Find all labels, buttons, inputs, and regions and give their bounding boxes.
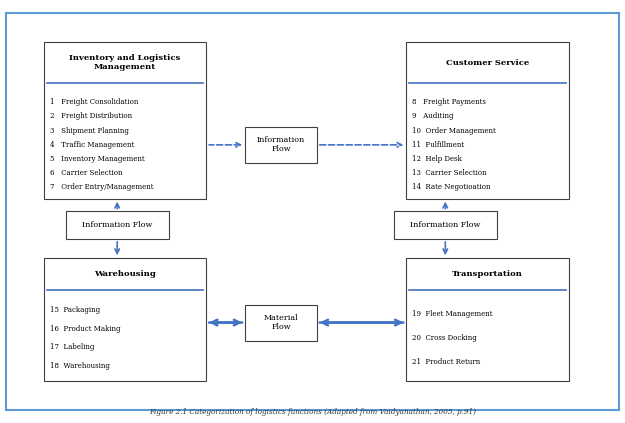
Text: 3   Shipment Planning: 3 Shipment Planning xyxy=(50,126,129,135)
Text: Warehousing: Warehousing xyxy=(94,270,156,278)
Text: 16  Product Making: 16 Product Making xyxy=(50,325,121,333)
Text: Inventory and Logistics
Management: Inventory and Logistics Management xyxy=(69,54,181,71)
Text: 18  Warehousing: 18 Warehousing xyxy=(50,362,110,370)
Text: 6   Carrier Selection: 6 Carrier Selection xyxy=(50,169,122,177)
FancyBboxPatch shape xyxy=(245,305,317,341)
Text: Information
Flow: Information Flow xyxy=(257,136,305,154)
Text: 1   Freight Consolidation: 1 Freight Consolidation xyxy=(50,98,138,106)
Text: Material
Flow: Material Flow xyxy=(264,314,298,331)
Text: 20  Cross Docking: 20 Cross Docking xyxy=(412,334,478,342)
Text: 19  Fleet Management: 19 Fleet Management xyxy=(412,310,493,318)
FancyBboxPatch shape xyxy=(394,212,497,239)
Text: 17  Labeling: 17 Labeling xyxy=(50,343,94,351)
Text: 4   Traffic Management: 4 Traffic Management xyxy=(50,141,134,149)
Text: 8   Freight Payments: 8 Freight Payments xyxy=(412,98,486,106)
Text: 2   Freight Distribution: 2 Freight Distribution xyxy=(50,113,132,121)
FancyBboxPatch shape xyxy=(44,258,206,381)
Text: 15  Packaging: 15 Packaging xyxy=(50,306,100,314)
Text: 7   Order Entry/Management: 7 Order Entry/Management xyxy=(50,184,154,192)
FancyBboxPatch shape xyxy=(406,42,569,199)
Text: 9   Auditing: 9 Auditing xyxy=(412,113,454,121)
Text: 21  Product Return: 21 Product Return xyxy=(412,357,481,365)
Text: Information Flow: Information Flow xyxy=(82,221,152,229)
Text: 5   Inventory Management: 5 Inventory Management xyxy=(50,155,144,163)
Text: 12  Help Desk: 12 Help Desk xyxy=(412,155,462,163)
FancyBboxPatch shape xyxy=(66,212,169,239)
FancyBboxPatch shape xyxy=(406,258,569,381)
Text: Transportation: Transportation xyxy=(452,270,523,278)
Text: 13  Carrier Selection: 13 Carrier Selection xyxy=(412,169,487,177)
Text: 11  Fulfillment: 11 Fulfillment xyxy=(412,141,464,149)
Text: Customer Service: Customer Service xyxy=(446,59,529,67)
Text: Information Flow: Information Flow xyxy=(410,221,481,229)
FancyBboxPatch shape xyxy=(44,42,206,199)
FancyBboxPatch shape xyxy=(245,127,317,163)
Text: 10  Order Management: 10 Order Management xyxy=(412,126,496,135)
Text: Figure 2.1 Categorization of logistics functions (Adapted from Vaidyanathan, 200: Figure 2.1 Categorization of logistics f… xyxy=(149,409,476,416)
Text: 14  Rate Negotioation: 14 Rate Negotioation xyxy=(412,184,491,192)
